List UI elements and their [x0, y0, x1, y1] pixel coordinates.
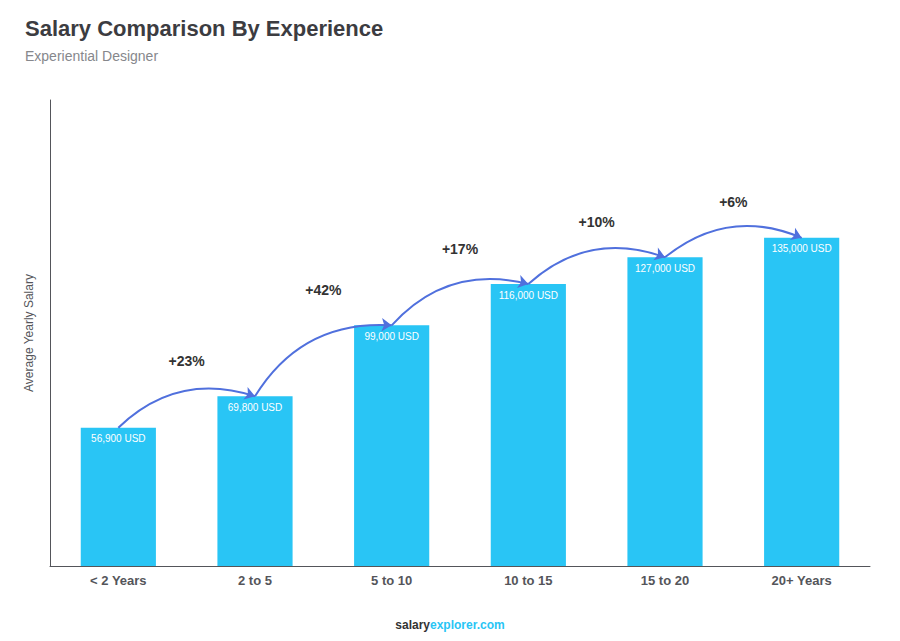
- svg-text:salary: salary: [395, 618, 430, 632]
- svg-text:+6%: +6%: [719, 194, 748, 210]
- svg-text:127,000 USD: 127,000 USD: [635, 263, 695, 274]
- svg-text:Salary Comparison By Experienc: Salary Comparison By Experience: [25, 16, 383, 41]
- svg-text:+42%: +42%: [305, 282, 342, 298]
- svg-text:135,000 USD: 135,000 USD: [772, 243, 832, 254]
- svg-text:69,800 USD: 69,800 USD: [228, 402, 282, 413]
- svg-text:Experiential Designer: Experiential Designer: [25, 48, 158, 64]
- svg-text:20+ Years: 20+ Years: [772, 573, 832, 588]
- svg-text:explorer.com: explorer.com: [430, 618, 505, 632]
- svg-text:15 to 20: 15 to 20: [641, 573, 689, 588]
- svg-text:5 to 10: 5 to 10: [371, 573, 412, 588]
- svg-text:+10%: +10%: [579, 214, 616, 230]
- svg-text:2 to 5: 2 to 5: [238, 573, 272, 588]
- svg-text:10 to 15: 10 to 15: [504, 573, 552, 588]
- svg-text:< 2 Years: < 2 Years: [90, 573, 147, 588]
- svg-text:56,900 USD: 56,900 USD: [91, 433, 145, 444]
- svg-text:116,000 USD: 116,000 USD: [499, 290, 558, 301]
- svg-text:+17%: +17%: [442, 241, 479, 257]
- svg-text:Average Yearly Salary: Average Yearly Salary: [22, 274, 36, 392]
- svg-text:99,000 USD: 99,000 USD: [364, 331, 418, 342]
- svg-text:+23%: +23%: [169, 353, 206, 369]
